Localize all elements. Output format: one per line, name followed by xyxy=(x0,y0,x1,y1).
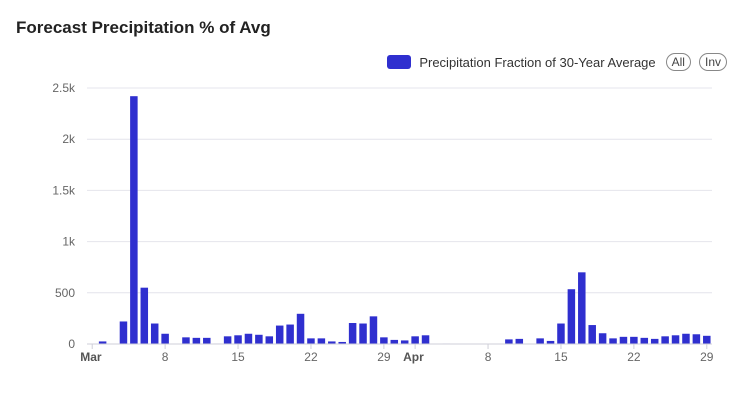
bar xyxy=(682,333,690,344)
x-tick-label: 22 xyxy=(304,350,318,364)
bar xyxy=(307,338,315,344)
bar xyxy=(609,338,617,344)
bar xyxy=(223,336,232,344)
bar xyxy=(317,338,326,344)
bar xyxy=(640,337,649,344)
legend-swatch[interactable] xyxy=(387,55,412,69)
bar xyxy=(359,323,367,344)
legend-all-button[interactable]: All xyxy=(665,53,691,71)
chart-title: Forecast Precipitation % of Avg xyxy=(16,18,271,37)
x-tick-label: 29 xyxy=(700,350,714,364)
bar xyxy=(296,313,305,344)
bar xyxy=(338,341,346,344)
bar xyxy=(255,334,263,344)
bar xyxy=(505,339,513,344)
bar xyxy=(400,340,409,344)
x-tick-label: 29 xyxy=(377,350,391,364)
bar xyxy=(703,335,711,344)
x-tick-label: 8 xyxy=(162,350,169,364)
x-tick-label: Mar xyxy=(80,350,102,364)
bar xyxy=(557,323,565,344)
bar xyxy=(203,337,211,344)
bar xyxy=(421,335,430,344)
y-tick-label: 1.5k xyxy=(52,183,76,197)
bar xyxy=(536,338,544,344)
bar xyxy=(119,321,128,344)
bar xyxy=(661,336,669,344)
x-tick-label: 22 xyxy=(627,350,641,364)
bar xyxy=(275,325,284,344)
bar xyxy=(234,335,242,344)
bar xyxy=(619,336,628,344)
legend-inv-button[interactable]: Inv xyxy=(698,53,727,71)
y-tick-label: 1k xyxy=(62,235,76,249)
bar xyxy=(328,341,336,344)
bar xyxy=(598,333,607,344)
bar xyxy=(130,96,138,344)
bar xyxy=(98,341,107,344)
bar xyxy=(192,337,201,344)
x-tick-label: 15 xyxy=(554,350,568,364)
bar xyxy=(182,337,190,344)
bar xyxy=(140,287,149,344)
y-tick-label: 500 xyxy=(55,286,75,300)
x-tick-label: Apr xyxy=(403,350,424,364)
legend: Precipitation Fraction of 30-Year Averag… xyxy=(387,53,727,71)
bar xyxy=(286,324,294,344)
bar xyxy=(650,338,659,344)
bar xyxy=(380,337,388,344)
bar xyxy=(546,340,555,344)
y-tick-label: 2k xyxy=(62,132,76,146)
bar xyxy=(390,339,399,344)
bar xyxy=(567,289,576,344)
bar xyxy=(578,272,586,344)
bar xyxy=(671,335,680,344)
x-tick-label: 8 xyxy=(485,350,492,364)
y-tick-label: 0 xyxy=(68,337,75,351)
bar xyxy=(692,334,701,344)
x-tick-label: 15 xyxy=(231,350,245,364)
bar xyxy=(161,333,169,344)
bar xyxy=(369,316,378,344)
bar xyxy=(150,323,159,344)
bar xyxy=(411,336,419,344)
y-tick-label: 2.5k xyxy=(52,81,76,95)
legend-series-label[interactable]: Precipitation Fraction of 30-Year Averag… xyxy=(419,54,656,70)
bar xyxy=(588,325,596,344)
bar xyxy=(515,338,524,344)
bar xyxy=(244,333,253,344)
bar xyxy=(348,323,357,344)
bar xyxy=(265,336,274,344)
bar xyxy=(630,336,638,344)
